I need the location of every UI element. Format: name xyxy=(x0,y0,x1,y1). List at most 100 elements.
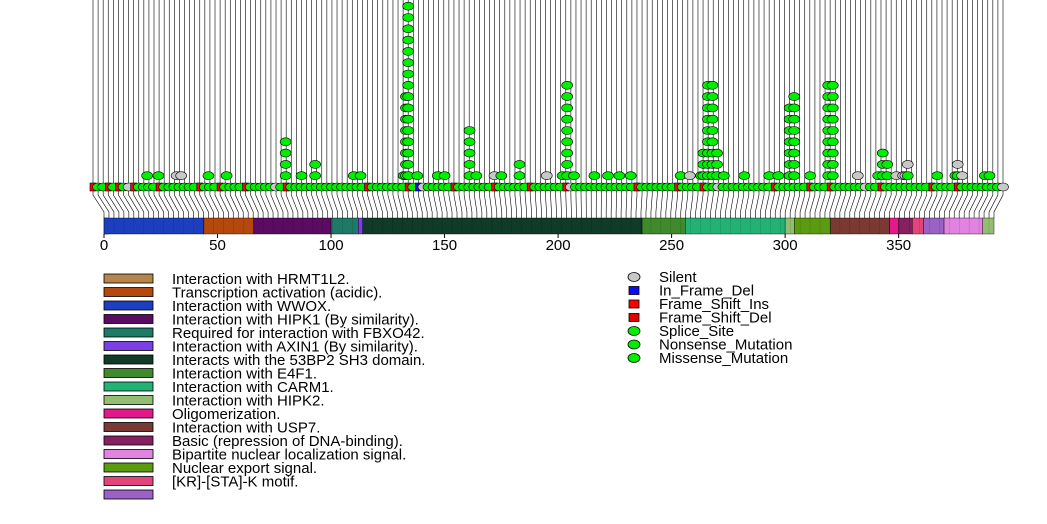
missense-marker xyxy=(983,171,996,180)
missense-marker xyxy=(613,171,626,180)
domain-connector xyxy=(695,187,699,218)
missense-marker xyxy=(402,58,415,68)
missense-marker xyxy=(402,13,415,22)
x-tick-label: 250 xyxy=(659,237,684,254)
domain-connector xyxy=(665,187,668,218)
domain-connector xyxy=(670,187,673,218)
silent-marker xyxy=(956,171,969,180)
x-tick-label: 50 xyxy=(209,237,226,254)
domain-connector xyxy=(524,187,527,218)
mutation-legend-swatch xyxy=(627,339,641,350)
domain-connector xyxy=(755,187,760,218)
missense-marker xyxy=(561,160,573,169)
mutation-legend-label: Frame_Shift_Ins xyxy=(659,296,769,313)
domain-connector xyxy=(433,187,438,218)
domain-connector xyxy=(685,187,689,218)
missense-marker xyxy=(279,160,292,169)
domain-segment xyxy=(253,217,332,235)
missense-marker xyxy=(788,103,801,113)
mutation-legend-label: Splice_Site xyxy=(659,323,734,340)
missense-marker xyxy=(295,171,308,180)
domain-legend-swatch xyxy=(103,381,154,392)
domain-legend-swatch xyxy=(103,489,154,500)
domain-legend-label: Interaction with AXIN1 (By similarity). xyxy=(172,339,418,356)
domain-legend-label: Interaction with HRMT1L2. xyxy=(172,271,350,288)
domain-connector xyxy=(199,187,209,218)
missense-marker xyxy=(438,171,451,180)
missense-marker xyxy=(788,148,801,158)
domain-connector xyxy=(382,187,388,218)
domain-connector xyxy=(219,187,229,218)
missense-marker xyxy=(513,171,526,180)
domain-connector xyxy=(438,187,443,218)
mutation-markers xyxy=(141,1,996,180)
missense-marker xyxy=(706,126,719,135)
missense-marker xyxy=(402,160,415,169)
missense-marker xyxy=(788,92,801,101)
x-tick-label: 100 xyxy=(319,237,344,254)
domain-connector xyxy=(250,187,259,218)
missense-marker xyxy=(561,126,573,135)
domain-connector xyxy=(819,187,826,218)
missense-marker xyxy=(706,114,719,124)
domain-connector xyxy=(392,187,398,218)
x-tick-label: 300 xyxy=(773,237,798,254)
domain-segment xyxy=(784,217,795,235)
domain-connector xyxy=(290,187,299,218)
domain-legend-label: Oligomerization. xyxy=(172,406,280,423)
missense-marker xyxy=(402,47,415,56)
domain-connector xyxy=(834,187,841,218)
missense-marker xyxy=(561,114,573,124)
missense-marker xyxy=(788,171,801,180)
mutation-legend-label: Missense_Mutation xyxy=(659,350,788,367)
domain-connector xyxy=(924,187,933,218)
domain-segment xyxy=(982,217,995,235)
domain-connector xyxy=(730,187,734,218)
domain-connector xyxy=(988,187,999,218)
domain-segment xyxy=(923,217,945,235)
missense-marker xyxy=(561,103,573,113)
missense-marker xyxy=(827,126,839,135)
missense-marker xyxy=(788,137,801,147)
domain-connector xyxy=(740,187,745,218)
protein-domain-bar xyxy=(103,217,995,235)
domain-connector xyxy=(715,187,719,218)
domain-legend-swatch xyxy=(103,341,154,351)
domain-connector xyxy=(499,187,503,218)
domain-connector xyxy=(351,187,358,218)
domain-legend-swatch xyxy=(103,408,154,419)
domain-connector xyxy=(560,187,562,218)
domain-segment xyxy=(203,217,255,235)
domain-segment xyxy=(912,217,924,235)
domain-segment xyxy=(358,217,364,235)
domain-connector xyxy=(555,187,557,218)
domain-connector xyxy=(615,187,617,218)
domain-connector xyxy=(489,187,493,218)
domain-connector xyxy=(630,187,633,218)
domain-legend-swatch xyxy=(103,300,154,311)
domain-connector xyxy=(240,187,249,218)
missense-marker xyxy=(470,171,483,180)
mutation-legend-label: In_Frame_Del xyxy=(659,283,754,300)
domain-connector xyxy=(479,187,483,218)
missense-marker xyxy=(561,81,573,90)
domain-legend-label: Interaction with HIPK2. xyxy=(172,393,325,410)
domain-connector xyxy=(270,187,279,218)
domain-connector xyxy=(280,187,289,218)
missense-marker xyxy=(827,171,839,180)
domain-connector xyxy=(884,187,892,218)
domain-legend-label: Interaction with E4F1. xyxy=(172,366,317,383)
missense-marker xyxy=(706,103,719,113)
missense-marker xyxy=(495,171,508,180)
domain-connector xyxy=(899,187,907,218)
domain-connector xyxy=(545,187,547,218)
domain-connector xyxy=(275,187,284,218)
silent-marker xyxy=(683,171,696,180)
domain-legend-swatch xyxy=(103,435,154,446)
mutation-legend-swatch xyxy=(627,272,641,282)
domain-connector xyxy=(463,187,468,218)
domain-connector xyxy=(774,187,780,218)
domain-legend-swatch xyxy=(103,287,154,297)
domain-connector xyxy=(645,187,648,218)
x-tick-label: 200 xyxy=(546,237,571,254)
